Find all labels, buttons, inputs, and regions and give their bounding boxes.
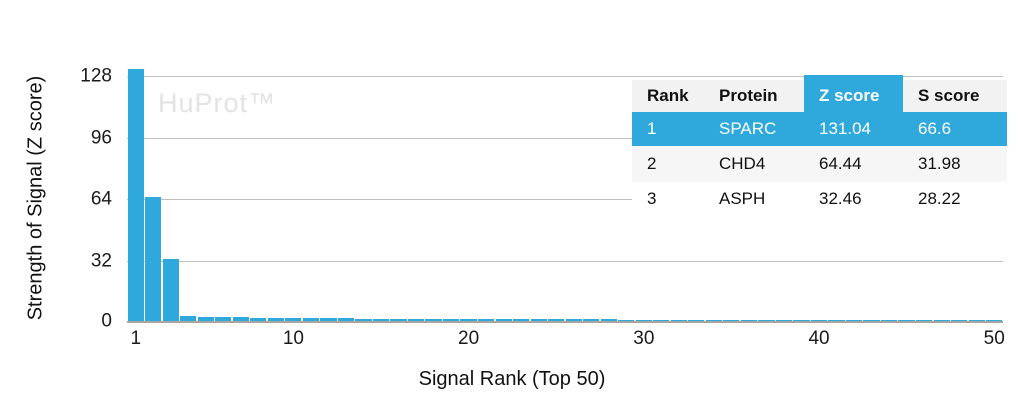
bar-rank-27 [583,319,600,321]
bar-rank-3 [162,258,179,321]
bar-rank-20 [460,319,477,321]
column-header-z-score: Z score [804,75,903,112]
column-header-rank: Rank [647,86,689,105]
cell-s-score: 66.6 [918,119,952,138]
bar-rank-28 [600,319,617,321]
cell-rank: 2 [647,154,657,173]
y-tick-label-128: 128 [80,65,112,87]
x-tick-label-30: 30 [633,328,655,349]
bar-rank-12 [320,318,337,321]
gridline-32 [127,260,1003,262]
bar-rank-34 [705,319,722,321]
bar-rank-22 [495,319,512,321]
bar-rank-1 [127,69,144,321]
column-header-protein: Protein [719,86,778,105]
cell-protein: CHD4 [719,154,766,173]
bar-rank-6 [215,316,232,321]
bar-rank-17 [407,318,425,321]
bar-rank-4 [180,316,197,321]
x-tick-label-1: 1 [130,328,142,349]
bar-rank-11 [302,318,320,321]
bar-rank-44 [880,319,898,321]
bar-rank-42 [845,319,863,321]
x-tick-label-50: 50 [983,328,1005,349]
x-axis-title: Signal Rank (Top 50) [418,368,606,390]
bar-rank-41 [828,319,845,321]
gridline-96 [127,137,1003,139]
table-row-rank-2: 2 CHD4 64.44 31.98 [632,146,1007,182]
bar-rank-50 [986,319,1003,321]
bar-rank-38 [775,319,793,321]
x-tick-label-20: 20 [458,328,480,349]
y-tick-label-0: 0 [101,310,112,332]
bar-rank-45 [898,319,915,321]
bar-rank-40 [810,319,828,321]
bar-rank-29 [618,319,635,321]
bar-rank-30 [635,319,652,321]
bar-rank-46 [916,319,933,321]
cell-s-score: 28.22 [918,189,961,208]
cell-protein: SPARC [719,119,777,138]
bar-rank-35 [723,319,740,321]
y-tick-label-32: 32 [90,250,112,271]
bar-rank-9 [267,317,284,321]
bar-rank-15 [372,318,390,321]
table-row-rank-1: 1 SPARC 131.04 66.6 [632,112,1007,146]
bar-rank-5 [197,316,214,321]
x-axis-line [127,321,1003,323]
bar-rank-25 [548,319,565,321]
bar-rank-16 [390,318,407,321]
cell-rank: 1 [647,119,657,138]
bar-rank-14 [355,318,372,321]
huprot-watermark: HuProt™ [158,88,277,118]
plot-area [127,0,1003,323]
table-header-row: Rank Protein Z score S score [632,75,1007,112]
gridline-64 [127,199,1003,200]
bar-rank-47 [933,319,950,321]
bar-rank-24 [530,319,547,321]
bar-rank-48 [951,319,968,321]
bar-rank-19 [442,318,460,321]
y-tick-label-64: 64 [90,188,112,210]
bar-rank-37 [758,319,775,321]
top-proteins-table: Rank Protein Z score S score 1 SPARC 131.04 66.… [632,75,1007,216]
bar-rank-36 [740,319,758,321]
cell-s-score: 31.98 [918,154,961,173]
bar-rank-43 [863,319,880,321]
bar-rank-18 [425,318,442,321]
bar-rank-32 [670,319,687,321]
column-header-s-score: S score [918,86,980,105]
bar-rank-8 [250,317,267,321]
x-tick-label-40: 40 [808,328,830,349]
bar-rank-49 [968,319,985,321]
bar-rank-26 [565,319,582,321]
bar-rank-2 [145,197,162,321]
bar-rank-13 [337,318,355,321]
cell-z-score: 131.04 [819,119,871,138]
bar-rank-33 [688,319,705,321]
cell-z-score: 64.44 [819,154,862,173]
y-tick-label-96: 96 [90,127,112,148]
bar-rank-31 [653,319,670,321]
cell-z-score: 32.46 [819,189,862,208]
table-row-rank-3: 3 ASPH 32.46 28.22 [632,182,1007,216]
cell-protein: ASPH [719,189,766,208]
bar-rank-21 [478,319,495,321]
bar-rank-39 [793,319,810,321]
bar-rank-7 [232,317,249,321]
bar-rank-10 [285,318,302,321]
x-tick-label-10: 10 [282,328,305,349]
cell-rank: 3 [647,189,657,208]
gridline-128 [127,76,1003,77]
bar-rank-23 [513,319,530,321]
